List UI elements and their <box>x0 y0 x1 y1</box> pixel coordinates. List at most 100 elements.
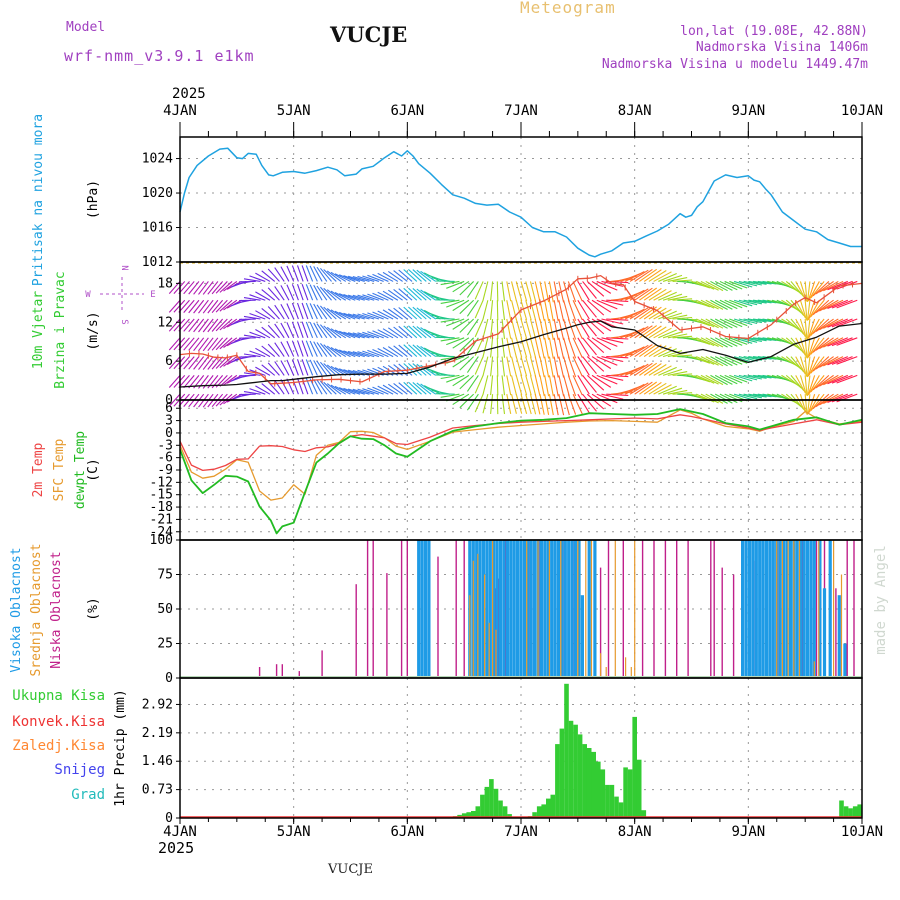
precip-bar-34 <box>623 767 628 818</box>
grid-layer <box>180 137 862 818</box>
wind-barb-291 <box>357 313 375 320</box>
wind-barb-988 <box>827 374 849 385</box>
wind-barb-488 <box>506 300 512 321</box>
high-cloud-bar-8 <box>481 540 486 678</box>
mid-cloud-bar-22 <box>787 540 789 678</box>
wind-barb-583 <box>572 356 583 377</box>
precip-bar-26 <box>586 748 592 818</box>
wind-barb-479 <box>501 337 506 358</box>
wind-barb-313 <box>372 292 389 301</box>
wind-barb-993 <box>827 280 849 291</box>
product-title: Meteogram <box>520 0 616 17</box>
wind-barb-911 <box>795 375 806 394</box>
wind-barb-809 <box>724 318 743 328</box>
wind-barb-41 <box>193 281 205 295</box>
wind-barb-999 <box>831 299 853 309</box>
high-cloud-bar-20 <box>522 540 526 678</box>
wind-barb-926 <box>804 356 808 378</box>
wind-barb-897 <box>785 374 802 389</box>
wind-barb-46 <box>198 318 209 333</box>
wind-barb-944 <box>807 281 816 302</box>
wind-barb-663 <box>624 289 645 301</box>
wind-barb-22 <box>183 375 195 389</box>
wind-barb-910 <box>795 393 806 413</box>
mid-cloud-bar-12 <box>585 540 587 678</box>
wind-barb-128 <box>249 350 266 358</box>
wind-barb-343 <box>398 382 413 395</box>
wind-barb-633 <box>606 337 629 340</box>
precip-bar-21 <box>564 683 569 818</box>
wind-barb-951 <box>808 281 820 301</box>
wind-barb-449 <box>474 375 484 394</box>
wind-barb-764 <box>696 374 715 384</box>
wind-barb-145 <box>261 289 276 301</box>
wind-barb-807 <box>724 356 743 365</box>
wind-barb-671 <box>629 269 649 282</box>
cloud-axis-title-1: Visoka Oblacnost <box>9 547 24 672</box>
wind-barb-931 <box>806 394 811 415</box>
wind-barb-265 <box>338 274 356 282</box>
wind-barb-2 <box>168 356 181 370</box>
bottom-time-label: 10JAN <box>841 824 883 840</box>
wind-barb-144 <box>261 307 276 320</box>
wind-barb-898 <box>785 356 802 370</box>
wind-barb-631 <box>606 374 629 378</box>
wind-barb-970 <box>815 318 834 332</box>
wind-barb-916 <box>795 281 806 300</box>
wind-barb-943 <box>807 300 816 321</box>
wind-barb-468 <box>490 281 494 302</box>
mid-cloud-bar-25 <box>813 661 815 678</box>
wind-barb-560 <box>558 394 565 416</box>
precip-bar-22 <box>568 720 574 818</box>
wind-barb-384 <box>420 270 437 282</box>
wind-barb-847 <box>752 393 772 398</box>
wind-barb-501 <box>515 318 523 339</box>
high-cloud-bar-27 <box>546 540 550 678</box>
wind-barb-348 <box>398 288 413 301</box>
wind-barb-632 <box>606 356 629 359</box>
low-cloud-bar-35 <box>732 574 735 678</box>
wind-barb-327 <box>382 290 399 301</box>
wind-gust-line <box>179 274 863 385</box>
wind-barb-259 <box>338 387 356 395</box>
wind-barb-61 <box>207 299 219 314</box>
high-cloud-bar-58 <box>802 540 806 678</box>
high-cloud-bar-9 <box>485 540 489 678</box>
wind-barb-492 <box>510 356 517 377</box>
wind-barb-211 <box>313 360 323 376</box>
wind-barb-523 <box>529 300 537 321</box>
precip-bar-33 <box>618 802 624 818</box>
wind-barb-84 <box>223 393 238 405</box>
precip-bar-25 <box>582 744 587 818</box>
wind-barb-121 <box>243 353 261 358</box>
wind-barb-774 <box>700 318 719 329</box>
wind-barb-139 <box>255 272 271 282</box>
wind-barb-724 <box>667 333 688 339</box>
wind-barb-452 <box>474 318 484 338</box>
wind-barb-594 <box>577 281 590 301</box>
wind-barb-703 <box>653 327 672 339</box>
low-cloud-bar-8 <box>386 573 388 678</box>
wind-barb-559 <box>553 281 559 303</box>
wind-barb-136 <box>255 329 271 339</box>
wind-barb-939 <box>807 375 816 396</box>
wind-barb-702 <box>653 346 672 358</box>
wind-barb-159 <box>274 286 285 301</box>
wind-barb-217 <box>316 379 328 395</box>
wind-barb-715 <box>662 368 683 376</box>
wind-barb-232 <box>323 363 337 376</box>
wind-barb-47 <box>198 299 209 314</box>
wind-barb-796 <box>714 299 733 310</box>
wind-barb-345 <box>398 344 413 358</box>
wind-barb-625 <box>601 356 624 363</box>
wind-barb-920 <box>799 337 807 358</box>
y-tick-label: -24 <box>150 525 174 540</box>
wind-barb-687 <box>643 363 662 376</box>
high-cloud-bar-21 <box>526 540 530 678</box>
wind-barb-199 <box>305 321 314 339</box>
wind-barb-459 <box>482 318 489 339</box>
wind-barb-206 <box>309 321 318 339</box>
wind-barb-205 <box>309 340 318 357</box>
high-cloud-bar-36 <box>577 540 581 678</box>
high-cloud-bar-59 <box>805 540 809 678</box>
